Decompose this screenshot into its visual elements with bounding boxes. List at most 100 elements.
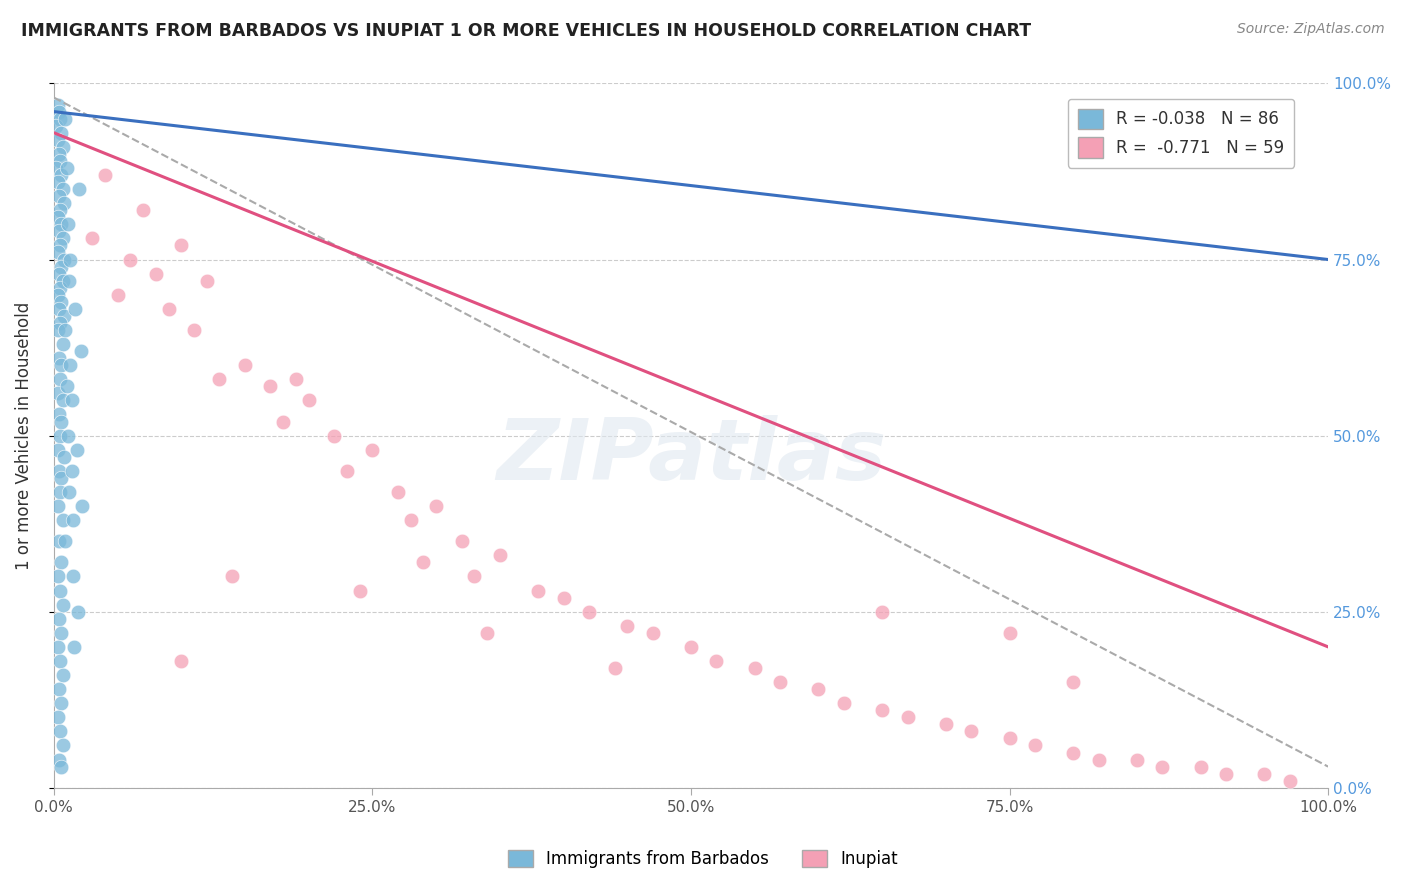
- Point: [46, 175, 69, 189]
- Point: [65, 301, 87, 316]
- Point: [52, 140, 75, 154]
- Point: [60, 464, 83, 478]
- Point: [53, 252, 76, 267]
- Point: [53, 534, 76, 549]
- Point: [183, 323, 205, 337]
- Point: [62, 569, 84, 583]
- Point: [553, 591, 575, 605]
- Point: [475, 625, 498, 640]
- Point: [46, 442, 69, 457]
- Point: [51, 415, 73, 429]
- Point: [46, 499, 69, 513]
- Point: [1062, 675, 1084, 690]
- Point: [832, 696, 855, 710]
- Point: [62, 513, 84, 527]
- Point: [425, 499, 447, 513]
- Text: IMMIGRANTS FROM BARBADOS VS INUPIAT 1 OR MORE VEHICLES IN HOUSEHOLD CORRELATION : IMMIGRANTS FROM BARBADOS VS INUPIAT 1 OR…: [21, 22, 1031, 40]
- Point: [48, 224, 70, 238]
- Point: [52, 598, 75, 612]
- Point: [1087, 753, 1109, 767]
- Point: [1024, 739, 1046, 753]
- Point: [157, 301, 180, 316]
- Point: [769, 675, 792, 690]
- Point: [48, 147, 70, 161]
- Point: [46, 133, 69, 147]
- Point: [59, 252, 82, 267]
- Point: [48, 534, 70, 549]
- Point: [51, 168, 73, 182]
- Point: [49, 281, 72, 295]
- Point: [48, 267, 70, 281]
- Point: [998, 731, 1021, 746]
- Point: [998, 625, 1021, 640]
- Point: [52, 182, 75, 196]
- Point: [52, 739, 75, 753]
- Point: [45, 119, 67, 133]
- Point: [48, 408, 70, 422]
- Point: [679, 640, 702, 654]
- Point: [48, 301, 70, 316]
- Point: [399, 513, 422, 527]
- Point: [66, 442, 89, 457]
- Point: [80, 231, 103, 245]
- Point: [48, 612, 70, 626]
- Point: [48, 753, 70, 767]
- Point: [132, 203, 155, 218]
- Point: [52, 231, 75, 245]
- Point: [49, 372, 72, 386]
- Point: [51, 471, 73, 485]
- Point: [49, 724, 72, 739]
- Point: [46, 640, 69, 654]
- Point: [46, 323, 69, 337]
- Point: [271, 415, 294, 429]
- Point: [52, 668, 75, 682]
- Point: [195, 274, 218, 288]
- Point: [51, 696, 73, 710]
- Point: [120, 252, 142, 267]
- Point: [208, 372, 231, 386]
- Point: [323, 428, 346, 442]
- Point: [67, 605, 90, 619]
- Point: [170, 238, 193, 252]
- Point: [52, 513, 75, 527]
- Point: [46, 245, 69, 260]
- Point: [69, 344, 91, 359]
- Point: [51, 217, 73, 231]
- Point: [463, 569, 485, 583]
- Point: [51, 625, 73, 640]
- Point: [48, 189, 70, 203]
- Point: [51, 260, 73, 274]
- Point: [58, 274, 80, 288]
- Point: [578, 605, 600, 619]
- Point: [349, 583, 371, 598]
- Point: [48, 464, 70, 478]
- Point: [60, 393, 83, 408]
- Point: [52, 393, 75, 408]
- Point: [170, 654, 193, 668]
- Point: [603, 661, 626, 675]
- Point: [49, 238, 72, 252]
- Point: [51, 358, 73, 372]
- Point: [298, 393, 321, 408]
- Point: [412, 555, 434, 569]
- Point: [53, 112, 76, 126]
- Point: [49, 203, 72, 218]
- Point: [49, 112, 72, 126]
- Point: [616, 619, 638, 633]
- Point: [49, 153, 72, 168]
- Point: [46, 569, 69, 583]
- Point: [53, 309, 76, 323]
- Point: [48, 351, 70, 365]
- Point: [56, 217, 79, 231]
- Point: [387, 485, 409, 500]
- Point: [1278, 773, 1301, 788]
- Point: [935, 717, 957, 731]
- Point: [49, 316, 72, 330]
- Point: [51, 555, 73, 569]
- Point: [870, 703, 893, 717]
- Point: [55, 161, 77, 175]
- Point: [46, 710, 69, 724]
- Point: [706, 654, 728, 668]
- Y-axis label: 1 or more Vehicles in Household: 1 or more Vehicles in Household: [15, 301, 32, 570]
- Point: [897, 710, 920, 724]
